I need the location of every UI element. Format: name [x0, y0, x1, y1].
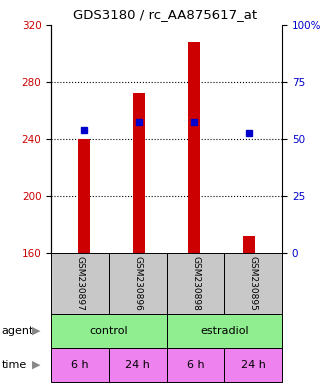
- Text: GDS3180 / rc_AA875617_at: GDS3180 / rc_AA875617_at: [73, 8, 257, 21]
- Text: ▶: ▶: [32, 360, 40, 370]
- Text: 24 h: 24 h: [241, 360, 266, 370]
- Bar: [224, 253, 282, 314]
- Bar: [167, 253, 224, 314]
- Bar: [51, 348, 109, 382]
- Text: estradiol: estradiol: [200, 326, 249, 336]
- Bar: [109, 253, 167, 314]
- Bar: [167, 314, 282, 348]
- Bar: [224, 348, 282, 382]
- Bar: [243, 236, 255, 253]
- Bar: [109, 348, 167, 382]
- Bar: [188, 42, 200, 253]
- Text: GSM230897: GSM230897: [76, 256, 84, 311]
- Text: control: control: [89, 326, 128, 336]
- Text: GSM230896: GSM230896: [133, 256, 142, 311]
- Text: ▶: ▶: [32, 326, 40, 336]
- Text: GSM230898: GSM230898: [191, 256, 200, 311]
- Bar: [51, 314, 167, 348]
- Text: 24 h: 24 h: [125, 360, 150, 370]
- Bar: [78, 139, 90, 253]
- Text: 6 h: 6 h: [187, 360, 204, 370]
- Bar: [133, 93, 145, 253]
- Bar: [167, 348, 224, 382]
- Bar: [51, 253, 109, 314]
- Text: 6 h: 6 h: [71, 360, 89, 370]
- Text: GSM230895: GSM230895: [249, 256, 258, 311]
- Text: time: time: [2, 360, 27, 370]
- Text: agent: agent: [2, 326, 34, 336]
